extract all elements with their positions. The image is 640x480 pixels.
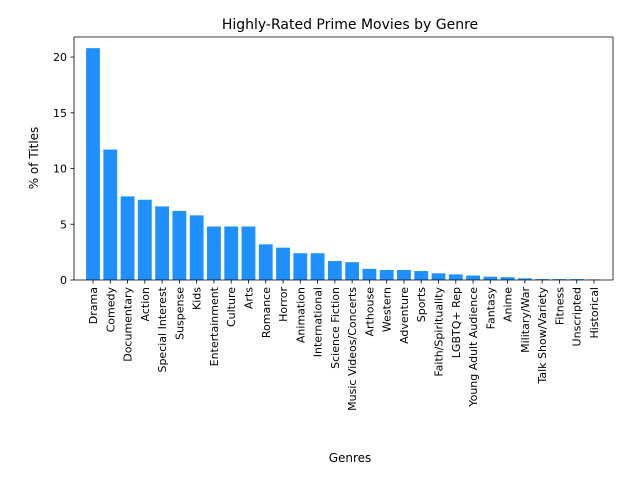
bar-culture xyxy=(224,226,239,280)
y-tick-label: 5 xyxy=(60,218,67,231)
x-tick-label: Action xyxy=(139,287,152,321)
bar-unscripted xyxy=(569,279,584,280)
chart-title: Highly-Rated Prime Movies by Genre xyxy=(222,17,478,33)
y-tick-label: 20 xyxy=(53,51,67,64)
bar-kids xyxy=(189,215,204,280)
bar-lgbtq-rep xyxy=(448,274,463,280)
bar-horror xyxy=(276,247,290,280)
bar-music-videos-concerts xyxy=(345,262,360,280)
x-tick-label: Talk Show/Variety xyxy=(536,287,549,385)
x-tick-label: Fantasy xyxy=(484,287,497,330)
x-tick-label: Culture xyxy=(225,287,238,327)
x-tick-label: Horror xyxy=(277,287,290,322)
y-tick-label: 0 xyxy=(60,274,67,287)
bar-western xyxy=(379,269,394,280)
x-tick-label: Kids xyxy=(191,287,204,310)
y-axis-label: % of Titles xyxy=(27,127,41,190)
bar-talk-show-variety xyxy=(535,279,550,280)
bar-arts xyxy=(241,226,256,280)
axes-layer xyxy=(73,36,614,281)
bar-sports xyxy=(414,271,429,280)
bar-fantasy xyxy=(483,276,498,280)
bar-animation xyxy=(293,253,308,280)
x-tick-label: Anime xyxy=(502,287,515,322)
bar-action xyxy=(137,199,152,280)
x-tick-label: Arts xyxy=(242,287,255,309)
x-tick-label: International xyxy=(312,287,325,357)
x-tick-label: Comedy xyxy=(104,287,117,333)
bar-suspense xyxy=(172,210,187,280)
bar-arthouse xyxy=(362,268,377,280)
y-ticks: 0 5 10 15 20 xyxy=(53,51,74,287)
x-tick-label: Faith/Spirituality xyxy=(433,287,446,377)
x-tick-label: Romance xyxy=(260,287,273,338)
bar-anime xyxy=(500,277,515,280)
x-tick-label: Music Videos/Concerts xyxy=(346,287,359,411)
x-tick-label: Science Fiction xyxy=(329,287,342,369)
x-tick-label: Animation xyxy=(294,287,307,343)
bar-science-fiction xyxy=(327,261,342,280)
x-tick-label: Historical xyxy=(588,287,601,339)
bar-military-war xyxy=(517,278,532,280)
x-tick-label: Documentary xyxy=(122,287,135,362)
x-tick-label: Military/War xyxy=(519,287,532,353)
y-tick-label: 10 xyxy=(53,163,67,176)
x-tick-label: Western xyxy=(381,287,394,332)
bar-documentary xyxy=(120,196,135,280)
x-ticks: Drama Comedy Documentary Action Special Inte… xyxy=(87,280,601,411)
x-tick-label: Fitness xyxy=(553,287,566,325)
x-tick-label: Drama xyxy=(87,287,100,324)
x-tick-label: Entertainment xyxy=(208,286,221,366)
bar-fitness xyxy=(552,279,567,280)
x-tick-label: Sports xyxy=(415,287,428,323)
bar-young-adult-audience xyxy=(466,275,480,280)
bar-faith-spirituality xyxy=(431,273,446,280)
bars-layer xyxy=(86,48,601,281)
x-tick-label: Suspense xyxy=(173,287,186,340)
bar-drama xyxy=(86,48,100,281)
bar-international xyxy=(310,253,325,280)
x-tick-label: Special Interest xyxy=(156,286,169,372)
y-tick-label: 15 xyxy=(53,107,67,120)
bar-comedy xyxy=(103,149,118,280)
x-tick-label: LGBTQ+ Rep xyxy=(450,287,463,358)
bar-romance xyxy=(258,244,273,280)
x-tick-label: Unscripted xyxy=(571,287,584,346)
bar-adventure xyxy=(397,269,411,280)
bar-entertainment xyxy=(207,226,221,280)
bar-special-interest xyxy=(155,206,170,280)
x-axis-label: Genres xyxy=(329,451,372,465)
x-tick-label: Arthouse xyxy=(363,287,376,337)
x-tick-label: Adventure xyxy=(398,287,411,344)
x-tick-label: Young Adult Audience xyxy=(467,287,480,408)
